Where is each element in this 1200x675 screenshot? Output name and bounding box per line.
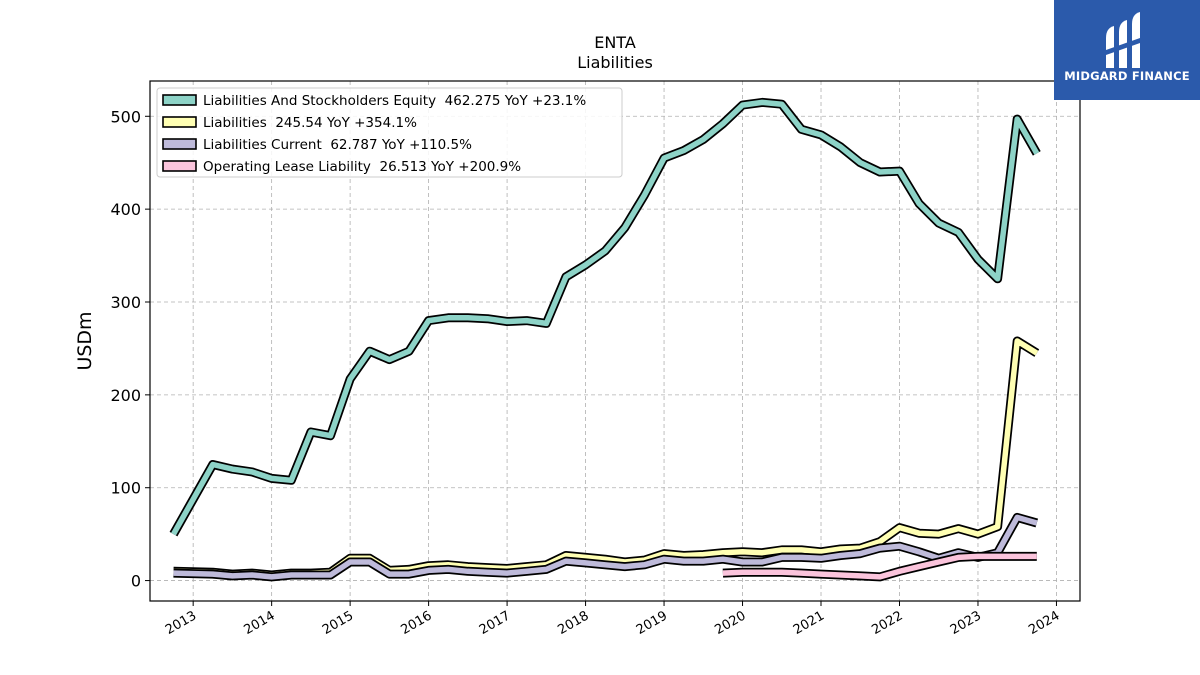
legend-entry: Liabilities And Stockholders Equity 462.… <box>203 93 586 109</box>
x-tick-label: 2020 <box>712 608 748 638</box>
x-tick-label: 2015 <box>320 608 356 638</box>
x-tick-label: 2019 <box>634 608 670 638</box>
series-line <box>173 514 1038 580</box>
x-tick-label: 2014 <box>241 608 277 638</box>
x-tick-label: 2024 <box>1026 608 1062 638</box>
y-tick-label: 200 <box>110 386 141 405</box>
legend-swatch <box>162 160 197 172</box>
plot-frame <box>149 80 1081 602</box>
x-tick-label: 2021 <box>791 608 827 638</box>
y-tick-label: 0 <box>131 572 141 591</box>
legend-entry: Liabilities 245.54 YoY +354.1% <box>203 115 417 131</box>
legend-swatch <box>162 116 197 128</box>
legend: Liabilities And Stockholders Equity 462.… <box>156 87 623 178</box>
series-line <box>171 99 1040 536</box>
x-tick-label: 2022 <box>869 608 905 638</box>
legend-swatch <box>162 138 197 150</box>
y-axis-ticks: 0 100 200 300 400 500 <box>110 107 150 591</box>
series-0-line <box>169 97 1041 537</box>
y-tick-label: 400 <box>110 200 141 219</box>
brand-logo: MIDGARD FINANCE <box>1054 0 1200 100</box>
y-axis-label: USDm <box>74 311 96 370</box>
series-line <box>722 553 1037 580</box>
brand-name: MIDGARD FINANCE <box>1064 69 1190 83</box>
x-tick-label: 2013 <box>163 608 199 638</box>
legend-entry: Liabilities Current 62.787 YoY +110.5% <box>203 137 472 153</box>
series-2-line <box>173 512 1039 582</box>
chart-subtitle: Liabilities <box>577 53 653 72</box>
y-tick-label: 100 <box>110 479 141 498</box>
y-tick-label: 500 <box>110 107 141 126</box>
x-tick-label: 2017 <box>477 608 513 638</box>
y-tick-label: 300 <box>110 293 141 312</box>
midgard-logo-icon <box>1106 12 1140 68</box>
legend-swatch <box>162 94 197 106</box>
x-tick-label: 2023 <box>948 608 984 638</box>
x-axis-ticks: 2013 2014 2015 2016 2017 2018 2019 2020 2021 2022… <box>163 601 1062 638</box>
legend-entry: Operating Lease Liability 26.513 YoY +20… <box>203 159 521 175</box>
chart-title: ENTA <box>594 33 636 52</box>
series-lines <box>169 97 1041 582</box>
legend-frame <box>156 87 623 178</box>
x-tick-label: 2016 <box>398 608 434 638</box>
series-3-line <box>722 551 1037 582</box>
x-tick-label: 2018 <box>555 608 591 638</box>
